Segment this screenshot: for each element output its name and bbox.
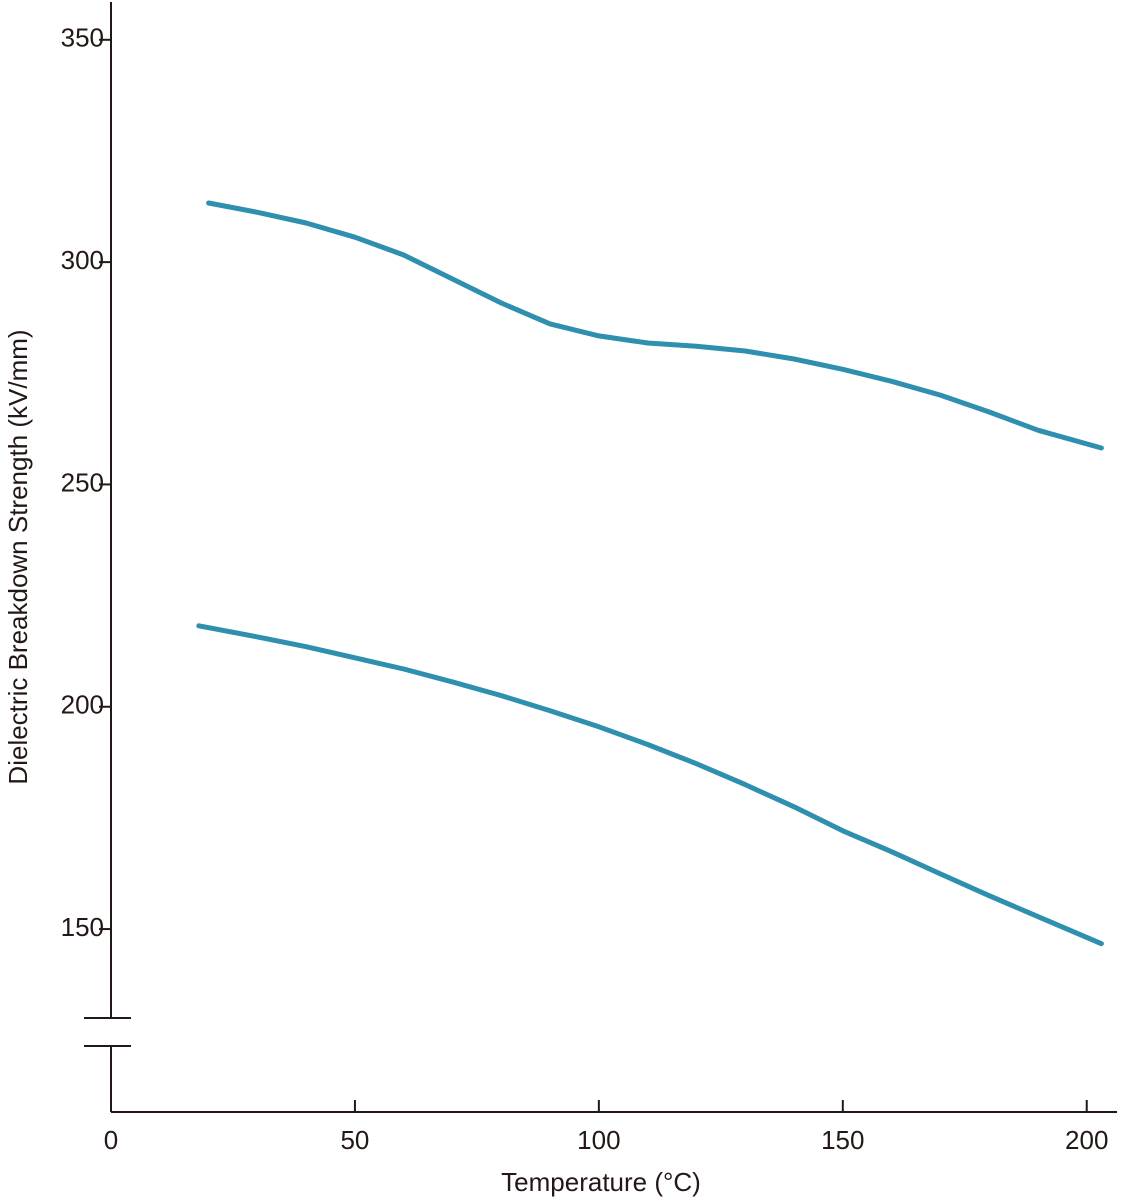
x-tick-label: 0 [104,1125,118,1155]
x-tick-label: 150 [821,1125,864,1155]
y-tick-label: 250 [61,467,104,497]
y-tick-label: 300 [61,245,104,275]
y-tick-label: 150 [61,912,104,942]
y-tick-label: 200 [61,690,104,720]
x-tick-label: 50 [340,1125,369,1155]
series-line [196,623,1104,947]
x-axis-label: Temperature (°C) [501,1167,701,1197]
y-axis-label: Dielectric Breakdown Strength (kV/mm) [3,329,33,784]
y-tick-label: 350 [61,23,104,53]
x-tick-label: 100 [577,1125,620,1155]
x-tick-label: 200 [1065,1125,1108,1155]
series-line [206,200,1104,451]
